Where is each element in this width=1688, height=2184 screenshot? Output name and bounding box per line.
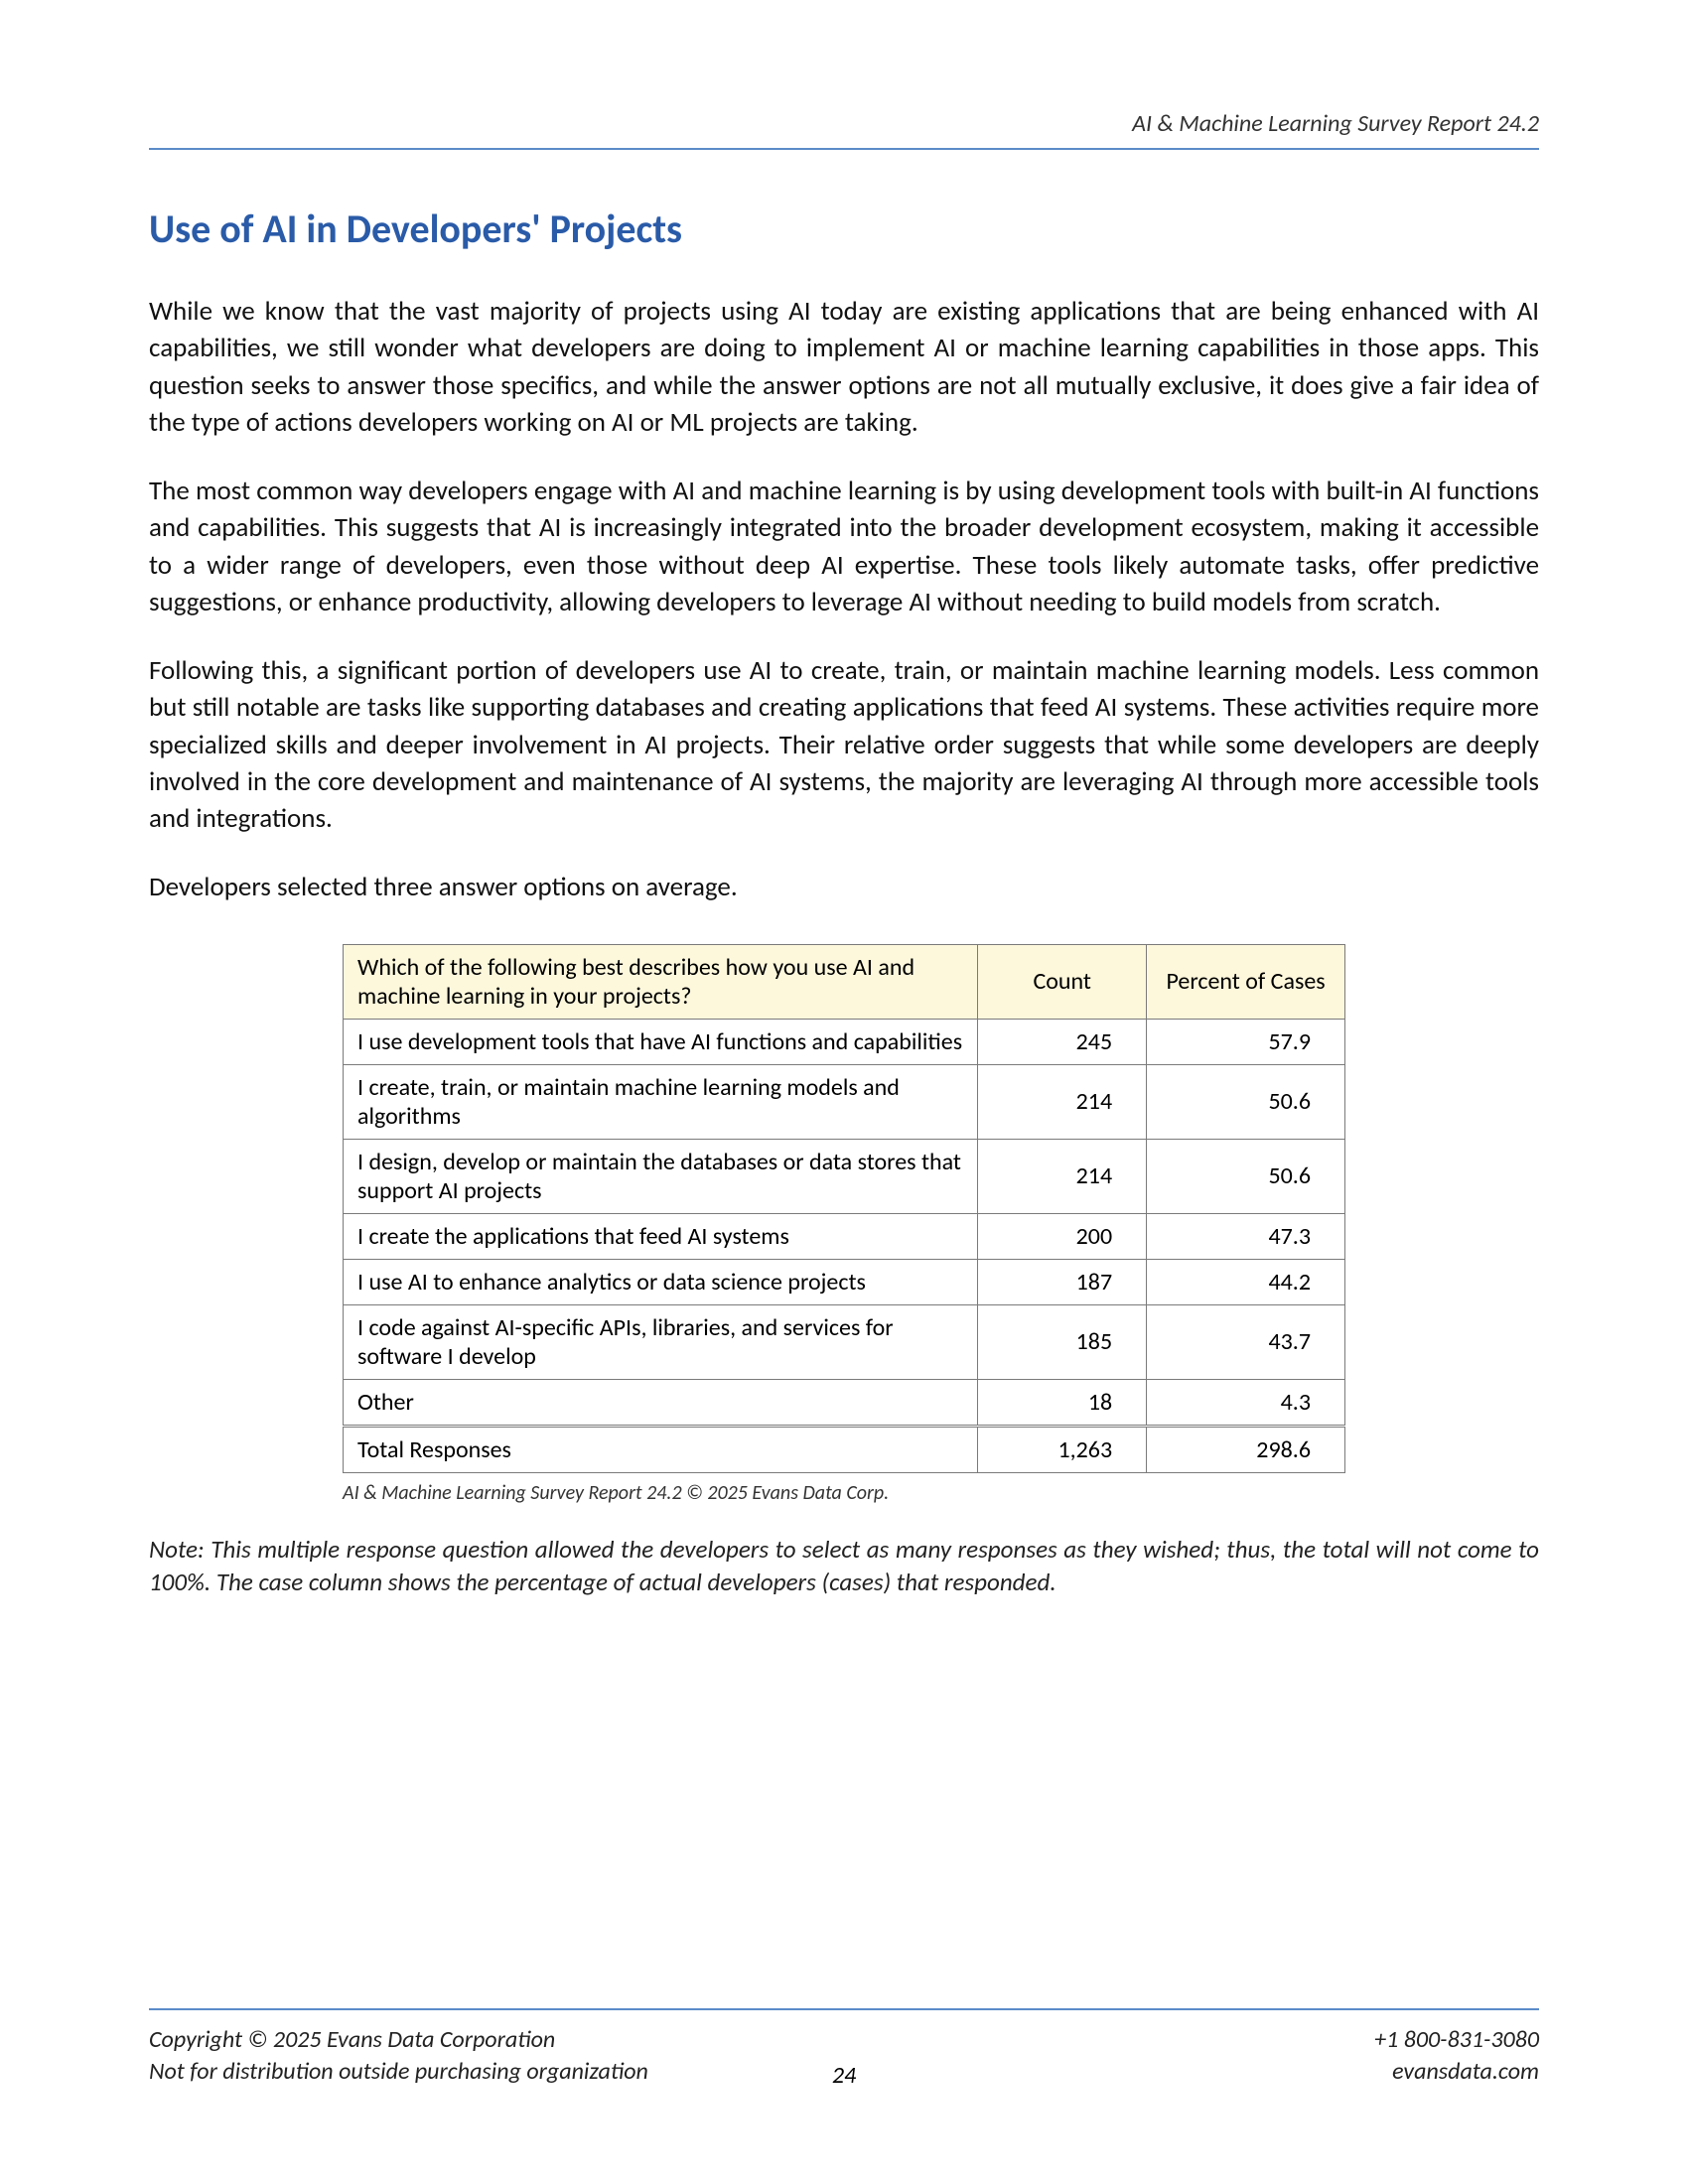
table-row: I code against AI-specific APIs, librari… — [344, 1304, 1345, 1379]
table-row: I use development tools that have AI fun… — [344, 1019, 1345, 1064]
cell-count: 200 — [978, 1213, 1147, 1259]
table-container: Which of the following best describes ho… — [149, 944, 1539, 1505]
col-header-count: Count — [978, 944, 1147, 1019]
table-row: I use AI to enhance analytics or data sc… — [344, 1259, 1345, 1304]
table-total-row: Total Responses 1,263 298.6 — [344, 1426, 1345, 1472]
table-caption: AI & Machine Learning Survey Report 24.2… — [343, 1481, 1345, 1505]
paragraph-3: Following this, a significant portion of… — [149, 652, 1539, 837]
footer-copyright: Copyright © 2025 Evans Data Corporation — [149, 2024, 648, 2056]
cell-desc: I code against AI-specific APIs, librari… — [344, 1304, 978, 1379]
table-row: I create the applications that feed AI s… — [344, 1213, 1345, 1259]
note-text: Note: This multiple response question al… — [149, 1533, 1539, 1600]
section-title: Use of AI in Developers' Projects — [149, 205, 1539, 253]
cell-count: 214 — [978, 1139, 1147, 1213]
cell-total-count: 1,263 — [978, 1426, 1147, 1472]
cell-count: 185 — [978, 1304, 1147, 1379]
cell-count: 245 — [978, 1019, 1147, 1064]
cell-total-pct: 298.6 — [1147, 1426, 1345, 1472]
cell-pct: 43.7 — [1147, 1304, 1345, 1379]
cell-desc: Other — [344, 1379, 978, 1426]
cell-count: 214 — [978, 1064, 1147, 1139]
survey-table: Which of the following best describes ho… — [343, 944, 1345, 1473]
paragraph-1: While we know that the vast majority of … — [149, 293, 1539, 441]
cell-pct: 44.2 — [1147, 1259, 1345, 1304]
cell-pct: 47.3 — [1147, 1213, 1345, 1259]
header-title: AI & Machine Learning Survey Report 24.2 — [149, 109, 1539, 138]
page-footer: Copyright © 2025 Evans Data Corporation … — [149, 2008, 1539, 2090]
cell-desc: I use development tools that have AI fun… — [344, 1019, 978, 1064]
cell-count: 18 — [978, 1379, 1147, 1426]
cell-pct: 4.3 — [1147, 1379, 1345, 1426]
cell-desc: I design, develop or maintain the databa… — [344, 1139, 978, 1213]
paragraph-4: Developers selected three answer options… — [149, 869, 1539, 905]
paragraph-2: The most common way developers engage wi… — [149, 473, 1539, 620]
header-divider — [149, 148, 1539, 150]
table-row: I design, develop or maintain the databa… — [344, 1139, 1345, 1213]
cell-pct: 57.9 — [1147, 1019, 1345, 1064]
cell-desc: I create the applications that feed AI s… — [344, 1213, 978, 1259]
cell-desc: I create, train, or maintain machine lea… — [344, 1064, 978, 1139]
footer-phone: +1 800-831-3080 — [1374, 2024, 1539, 2056]
page: AI & Machine Learning Survey Report 24.2… — [0, 0, 1688, 2184]
table-row: I create, train, or maintain machine lea… — [344, 1064, 1345, 1139]
cell-desc: I use AI to enhance analytics or data sc… — [344, 1259, 978, 1304]
col-header-desc: Which of the following best describes ho… — [344, 944, 978, 1019]
table-header-row: Which of the following best describes ho… — [344, 944, 1345, 1019]
cell-pct: 50.6 — [1147, 1139, 1345, 1213]
col-header-pct: Percent of Cases — [1147, 944, 1345, 1019]
cell-count: 187 — [978, 1259, 1147, 1304]
cell-total-desc: Total Responses — [344, 1426, 978, 1472]
cell-pct: 50.6 — [1147, 1064, 1345, 1139]
footer-divider — [149, 2008, 1539, 2010]
page-number: 24 — [149, 2061, 1539, 2090]
table-row: Other 18 4.3 — [344, 1379, 1345, 1426]
